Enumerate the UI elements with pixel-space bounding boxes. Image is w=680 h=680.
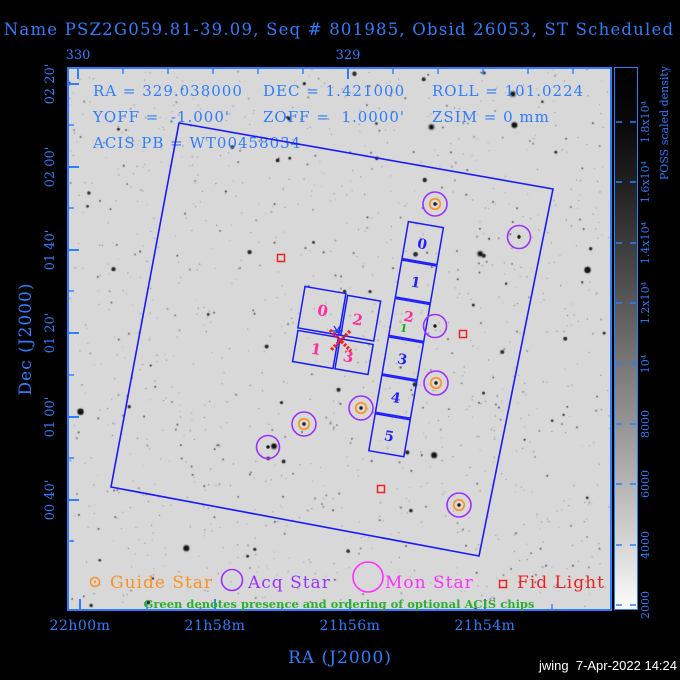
guide-star-legend-icon	[89, 576, 101, 588]
acis-i-chip-outlines	[291, 285, 382, 376]
acis-s-chip-2: 2	[402, 309, 414, 326]
plot-frame	[67, 67, 612, 611]
colorbar-title: POSS scaled density	[658, 65, 671, 180]
left-tick-0120: 01 20'	[43, 313, 58, 354]
legend-fid-light-label: Fid Light	[517, 573, 605, 593]
major-ticks	[69, 69, 486, 609]
top-tick-330: 330	[66, 48, 91, 63]
legend-mon-star-label: Mon Star	[385, 573, 474, 593]
info-ra: RA = 329.038000	[93, 82, 243, 100]
guide-star-marker	[348, 395, 374, 421]
colorbar-tick-16e4: 1.6x10⁴	[639, 160, 652, 203]
bottom-tick-labels: 22h00m 21h58m 21h56m 21h54m	[50, 618, 516, 634]
acis-s-chip-3: 3	[396, 351, 408, 368]
mon-star-legend-icon	[352, 561, 384, 593]
guide-star-marker	[446, 492, 472, 518]
acis-i-chip-0: 0	[316, 301, 329, 321]
acq-star-marker	[422, 313, 448, 339]
colorbar-tick-8000: 8000	[639, 410, 652, 438]
legend-optional-chips-note: Green denotes presence and ordering of o…	[144, 597, 535, 611]
acq-star-marker	[255, 434, 281, 460]
target-x-icon	[328, 328, 353, 353]
colorbar-tick-6000: 6000	[639, 470, 652, 498]
acis-i-chip-2: 2	[351, 310, 364, 330]
info-dec: DEC = 1.421000	[263, 82, 405, 100]
info-zsim: ZSIM = 0 mm	[432, 108, 550, 126]
fid-light-marker	[276, 253, 286, 263]
guide-star-marker	[422, 191, 448, 217]
y-axis-label: Dec (J2000)	[16, 283, 36, 396]
fid-light-marker	[376, 484, 386, 494]
info-acis-pb: ACIS PB = WT00458034	[92, 134, 301, 152]
left-tick-0220: 02 20'	[43, 64, 58, 105]
acis-i-chip-labels: 0 2 1 3	[309, 301, 364, 367]
legend: Guide Star Acq Star Mon Star Fid Light G…	[89, 561, 605, 611]
info-zoff: ZOFF = 1.0000'	[263, 108, 405, 126]
guide-star-marker	[423, 370, 449, 396]
legend-guide-star-label: Guide Star	[110, 573, 213, 593]
bottom-tick-21h54m: 21h54m	[455, 618, 516, 634]
obs-info: RA = 329.038000 DEC = 1.421000 ROLL = 10…	[92, 82, 584, 152]
colorbar-tick-1e4: 10⁴	[639, 354, 652, 373]
signature-timestamp: jwing 7-Apr-2022 14:24	[538, 658, 677, 673]
colorbar-ticks	[616, 121, 636, 606]
left-tick-labels: 02 20' 02 00' 01 40' 01 20' 01 00' 00 40…	[43, 64, 58, 521]
legend-acq-star-label: Acq Star	[247, 573, 331, 593]
guide-star-marker	[291, 411, 317, 437]
fid-lights	[276, 253, 468, 494]
acis-s-chip-4: 4	[389, 390, 402, 407]
acis-i-chip-3: 3	[342, 347, 355, 367]
colorbar-tick-labels: 1.8x10⁴ 1.6x10⁴ 1.4x10⁴ 1.2x10⁴ 10⁴ 8000…	[639, 100, 652, 619]
colorbar-tick-2000: 2000	[639, 591, 652, 619]
bottom-tick-22h00m: 22h00m	[50, 618, 111, 634]
aimpoint-marker-icon	[331, 325, 343, 337]
colorbar-tick-12e4: 1.2x10⁴	[639, 281, 652, 324]
x-axis-label: RA (J2000)	[288, 648, 392, 668]
acis-s-array: 0 1 2 1 3 4 5	[367, 220, 445, 458]
fov-outline	[110, 122, 554, 557]
bottom-tick-21h56m: 21h56m	[320, 618, 381, 634]
acis-s-chip-1: 1	[409, 274, 421, 291]
bottom-tick-21h58m: 21h58m	[185, 618, 246, 634]
colorbar-tick-4000: 4000	[639, 531, 652, 559]
acis-s-chip-0: 0	[416, 236, 429, 253]
info-yoff: YOFF = -1.000'	[92, 108, 230, 126]
guide-star-legend-dot	[93, 580, 97, 584]
colorbar-tick-18e4: 1.8x10⁴	[639, 100, 652, 143]
acq-star-marker	[506, 224, 532, 250]
page-title: Name PSZ2G059.81-39.09, Seq # 801985, Ob…	[4, 20, 674, 39]
colorbar-gradient	[614, 67, 638, 610]
acis-s-chip-5: 5	[383, 428, 395, 445]
left-tick-0100: 01 00'	[43, 397, 58, 438]
fid-light-legend-icon	[498, 579, 508, 589]
acis-s-chip-2-optional-order: 1	[399, 322, 408, 335]
left-tick-0140: 01 40'	[43, 230, 58, 271]
acis-s-chip-labels: 0 1 2 1 3 4 5	[383, 236, 429, 446]
colorbar-tick-14e4: 1.4x10⁴	[639, 221, 652, 264]
minor-ticks	[69, 69, 574, 609]
acis-i-array: 0 2 1 3	[291, 285, 382, 376]
fid-light-marker	[458, 329, 468, 339]
acq-star-legend-icon	[220, 568, 244, 592]
top-tick-329: 329	[336, 48, 361, 63]
info-roll: ROLL = 101.0224	[432, 82, 584, 100]
left-tick-0040: 00 40'	[43, 480, 58, 521]
acis-i-chip-1: 1	[309, 340, 322, 360]
left-tick-0200: 02 00'	[43, 147, 58, 188]
guide-stars	[291, 191, 472, 518]
top-tick-labels: 330 329	[66, 48, 361, 63]
acis-s-chip-outlines	[367, 220, 445, 458]
acq-stars	[255, 224, 532, 460]
